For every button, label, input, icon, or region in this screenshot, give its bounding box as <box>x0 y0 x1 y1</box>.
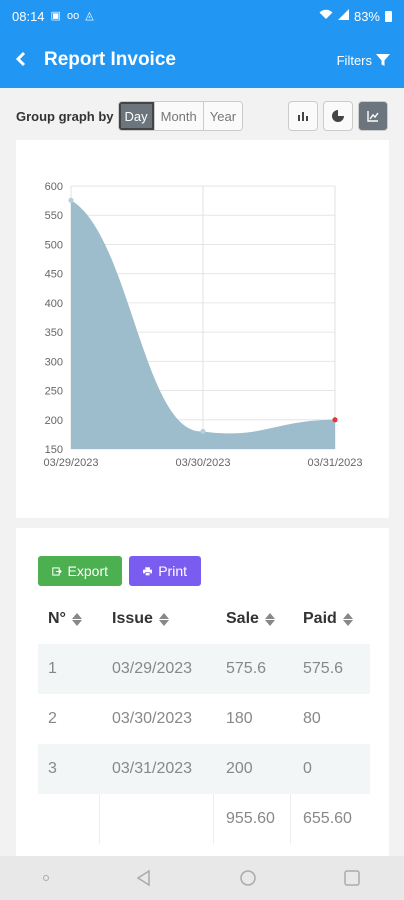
total-number <box>38 794 100 844</box>
sort-icon <box>158 612 169 626</box>
total-sale: 955.60 <box>214 794 291 844</box>
cell-sale: 200 <box>226 760 253 777</box>
app-bar: Report Invoice Filters <box>0 32 404 88</box>
y-tick-label: 450 <box>45 269 63 281</box>
chart-card: 150 200 250 300 350 400 450 500 550 600 03/29/2023… <box>16 140 389 518</box>
area-chart: 150 200 250 300 350 400 450 500 550 600 03/29/2023… <box>43 181 362 469</box>
header-paid-label: Paid <box>303 610 337 627</box>
cell-number: 1 <box>48 660 57 677</box>
table-row[interactable]: 2 03/30/2023 180 80 <box>38 694 370 744</box>
group-year-button[interactable]: Year <box>203 102 243 130</box>
group-day-button[interactable]: Day <box>118 102 155 130</box>
nav-home-icon[interactable] <box>239 869 257 887</box>
cell-issue: 03/29/2023 <box>112 660 193 677</box>
y-tick-label: 600 <box>45 181 63 193</box>
print-label: Print <box>158 563 187 579</box>
cell-issue: 03/30/2023 <box>112 710 193 727</box>
header-sale[interactable]: Sale <box>214 594 291 644</box>
header-number-label: N° <box>48 610 66 627</box>
sort-icon <box>342 612 353 626</box>
group-segmented-control: Day Month Year <box>117 101 244 131</box>
gallery-icon: ▣ <box>50 9 61 22</box>
cell-issue: 03/31/2023 <box>112 760 193 777</box>
table-card: Export Print N° Issue Sale Paid <box>16 528 389 858</box>
nav-back-icon[interactable] <box>135 869 153 887</box>
data-point <box>68 197 74 203</box>
page-title: Report Invoice <box>44 49 176 70</box>
header-paid[interactable]: Paid <box>291 594 370 644</box>
cell-paid: 80 <box>303 710 321 727</box>
y-tick-label: 550 <box>45 210 63 222</box>
back-icon[interactable] <box>14 47 36 73</box>
line-chart-icon <box>367 111 379 122</box>
status-time: 08:14 <box>12 8 45 24</box>
header-issue-label: Issue <box>112 610 153 627</box>
cell-number: 3 <box>48 760 57 777</box>
data-point <box>200 428 206 435</box>
chart-type-buttons <box>288 101 388 131</box>
bar-chart-button[interactable] <box>288 101 318 131</box>
group-graph-label: Group graph by <box>16 108 114 124</box>
y-tick-label: 500 <box>45 239 63 251</box>
export-icon <box>52 566 62 576</box>
voicemail-icon: oo <box>66 9 80 22</box>
wifi-icon <box>319 9 333 23</box>
print-button[interactable]: Print <box>129 556 201 586</box>
export-label: Export <box>67 563 108 579</box>
assistant-dot-icon <box>43 875 49 881</box>
line-chart-button[interactable] <box>358 101 388 131</box>
export-button[interactable]: Export <box>38 556 122 586</box>
filters-label: Filters <box>336 52 372 68</box>
battery-percent: 83% <box>353 8 380 24</box>
battery-icon <box>385 10 392 22</box>
table-row[interactable]: 1 03/29/2023 575.6 575.6 <box>38 644 370 694</box>
sort-icon <box>264 612 275 626</box>
header-number[interactable]: N° <box>38 594 100 644</box>
x-tick-label: 03/31/2023 <box>307 457 362 469</box>
header-issue[interactable]: Issue <box>100 594 214 644</box>
bar-chart-icon <box>298 112 308 121</box>
table-row[interactable]: 3 03/31/2023 200 0 <box>38 744 370 794</box>
graph-controls: Group graph by Day Month Year <box>0 96 404 136</box>
y-tick-label: 200 <box>45 415 63 427</box>
y-tick-label: 350 <box>45 327 63 339</box>
group-month-button[interactable]: Month <box>154 102 204 130</box>
total-paid: 655.60 <box>303 810 352 827</box>
action-buttons: Export Print <box>38 556 201 586</box>
signal-icon <box>337 9 349 23</box>
y-tick-label: 250 <box>45 386 63 398</box>
data-point <box>332 417 338 423</box>
vpn-icon: ◬ <box>85 9 94 22</box>
x-tick-label: 03/30/2023 <box>175 457 230 469</box>
status-bar: 08:14 ▣ oo ◬ 83% <box>0 0 404 32</box>
cell-sale: 180 <box>226 710 253 727</box>
area-series <box>71 200 335 449</box>
pie-chart-icon <box>332 110 344 122</box>
cell-sale: 575.6 <box>226 660 267 677</box>
nav-recents-icon[interactable] <box>343 869 361 887</box>
cell-number: 2 <box>48 710 57 727</box>
y-tick-label: 150 <box>45 444 63 456</box>
pie-chart-button[interactable] <box>323 101 353 131</box>
x-tick-label: 03/29/2023 <box>43 457 98 469</box>
cell-paid: 0 <box>303 760 312 777</box>
system-nav-bar <box>0 856 404 900</box>
sort-icon <box>71 612 82 626</box>
totals-row: 955.60 655.60 <box>38 794 370 844</box>
cell-paid: 575.6 <box>303 660 344 677</box>
invoice-table: N° Issue Sale Paid 1 03/29/2023 575.6 57… <box>38 594 370 844</box>
print-icon <box>143 566 153 576</box>
filters-button[interactable]: Filters <box>337 53 390 68</box>
header-sale-label: Sale <box>226 610 259 627</box>
total-issue <box>100 794 214 844</box>
filter-icon <box>376 54 390 66</box>
y-tick-label: 400 <box>45 298 63 310</box>
y-tick-label: 300 <box>45 356 63 368</box>
table-header: N° Issue Sale Paid <box>38 594 370 644</box>
